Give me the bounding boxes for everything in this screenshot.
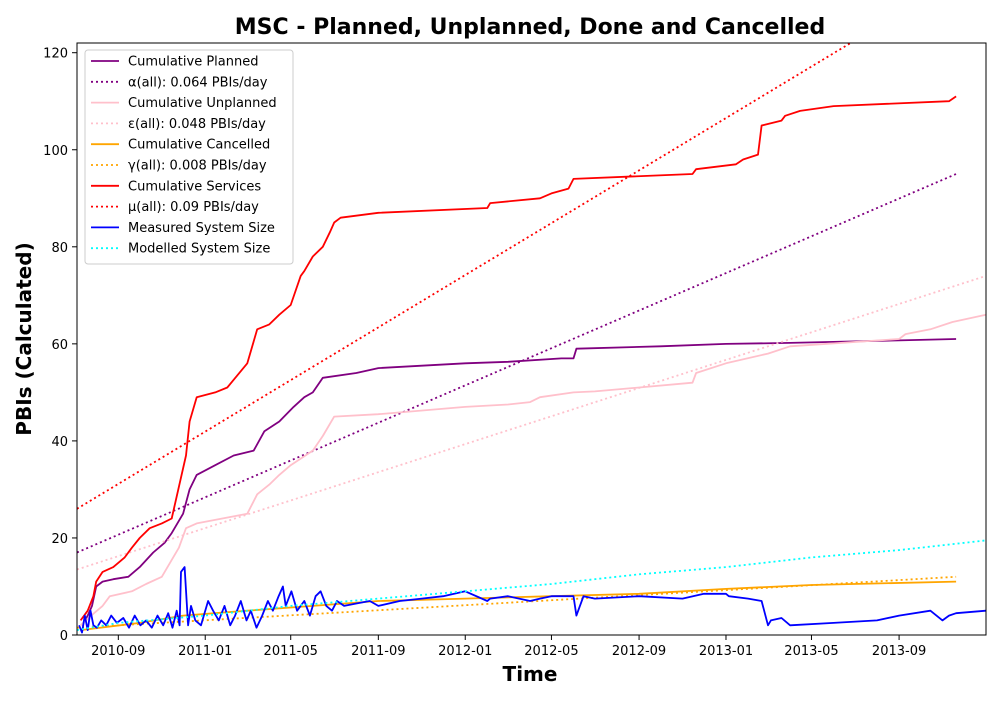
y-tick-label: 40 [51, 435, 68, 450]
x-tick-label: 2010-09 [91, 644, 145, 659]
x-tick-label: 2012-09 [612, 644, 666, 659]
series-line-1 [81, 338, 957, 626]
legend-label: Cumulative Unplanned [128, 96, 277, 111]
y-tick-label: 60 [51, 338, 68, 353]
x-tick-label: 2011-09 [351, 644, 405, 659]
legend-label: Measured System Size [128, 221, 275, 236]
legend-label: Cumulative Cancelled [128, 138, 270, 153]
chart-title: MSC - Planned, Unplanned, Done and Cance… [235, 15, 825, 40]
legend-label: ε(all): 0.048 PBIs/day [128, 117, 266, 132]
x-tick-label: 2012-01 [438, 644, 492, 659]
plot-frame [76, 42, 987, 636]
x-tick-label: 2012-05 [524, 644, 578, 659]
series-line-3 [79, 313, 986, 626]
series-line-4 [77, 275, 986, 571]
series-line-6 [77, 575, 957, 629]
x-tick-label: 2011-05 [264, 644, 318, 659]
legend-label: Cumulative Services [128, 179, 261, 194]
series-line-7 [79, 95, 957, 621]
y-axis: 0 20 40 60 80 100 120 [43, 47, 77, 644]
legend: Cumulative Planned α(all): 0.064 PBIs/day… [84, 49, 294, 265]
x-tick-label: 2013-05 [784, 644, 838, 659]
y-tick-label: 0 [60, 629, 68, 644]
legend-label: α(all): 0.064 PBIs/day [128, 75, 268, 90]
series-line-10 [77, 539, 986, 631]
legend-label: Cumulative Planned [128, 55, 258, 70]
x-axis-title: Time [503, 662, 558, 686]
series-line-9 [78, 566, 986, 634]
legend-label: Modelled System Size [128, 242, 270, 257]
x-tick-label: 2013-01 [699, 644, 753, 659]
legend-label: μ(all): 0.09 PBIs/day [128, 200, 259, 215]
legend-box [84, 49, 294, 265]
y-axis-title: PBIs (Calculated) [12, 242, 36, 435]
y-tick-label: 80 [51, 241, 68, 256]
y-tick-label: 100 [43, 144, 68, 159]
x-tick-label: 2013-09 [872, 644, 926, 659]
y-tick-label: 120 [43, 47, 68, 62]
legend-label: γ(all): 0.008 PBIs/day [128, 159, 267, 174]
x-tick-label: 2011-01 [178, 644, 232, 659]
y-tick-label: 20 [51, 532, 68, 547]
plot-area [77, 43, 986, 634]
series-line-8 [77, 43, 852, 510]
x-axis: 2010-09 2011-01 2011-05 2011-09 2012-01 2012-… [91, 635, 926, 659]
